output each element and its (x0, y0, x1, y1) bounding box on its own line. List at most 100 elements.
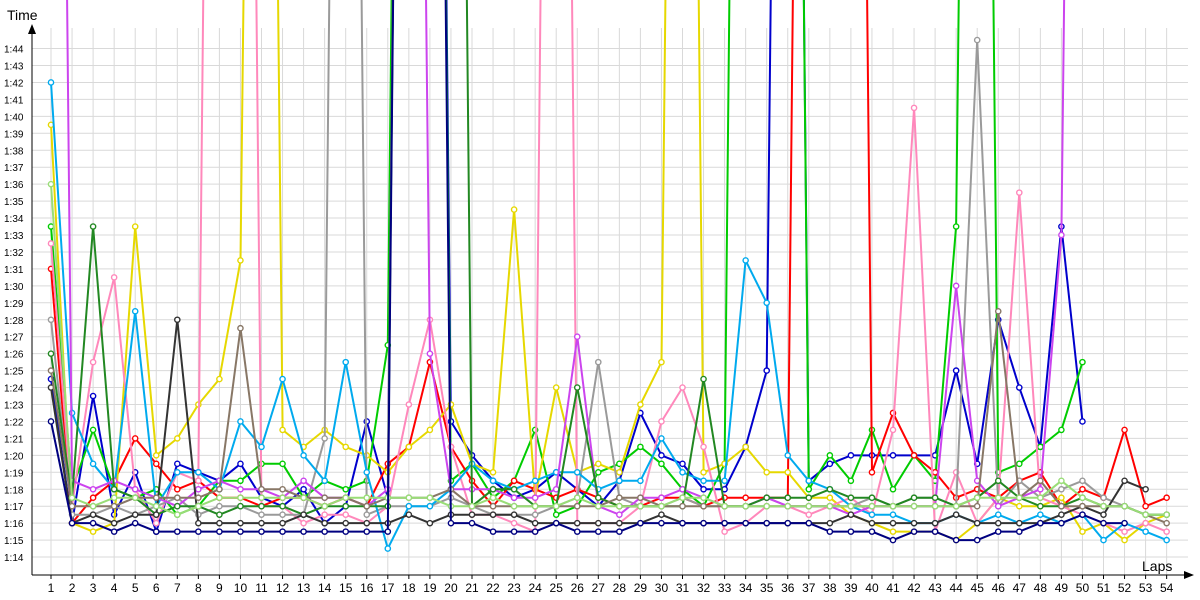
y-tick-label: 1:33 (4, 231, 24, 242)
data-point (258, 511, 265, 518)
data-point (679, 384, 686, 391)
data-point (47, 367, 55, 374)
x-tick-label: 52 (1118, 581, 1132, 595)
data-point (1037, 443, 1044, 451)
data-point (1079, 528, 1086, 535)
x-tick-label: 38 (823, 581, 837, 595)
data-point (531, 528, 539, 535)
data-point (1058, 511, 1065, 518)
data-point (973, 494, 981, 502)
data-point (847, 494, 855, 502)
x-tick-labels: 1 2 3 4 5 6 7 8 9 10 11 12 13 14 15 16 17 18 19 20 21 22 23 24 2… (48, 581, 1174, 595)
x-tick-label: 45 (971, 581, 985, 595)
data-point (195, 528, 202, 535)
data-point (994, 494, 1002, 502)
data-point (110, 502, 118, 510)
data-point (742, 502, 749, 510)
x-tick-label: 24 (528, 581, 542, 595)
data-point (447, 519, 455, 527)
y-tick-label: 1:31 (4, 265, 24, 276)
data-point (847, 528, 855, 535)
x-tick-label: 43 (928, 581, 942, 595)
data-point (763, 494, 771, 502)
data-point (721, 528, 728, 535)
data-point (363, 519, 371, 527)
data-point (216, 375, 223, 383)
data-point (805, 494, 813, 502)
x-tick-label: 19 (423, 581, 437, 595)
data-point (405, 511, 413, 518)
data-point (595, 528, 602, 535)
data-point (510, 206, 518, 213)
data-point (405, 494, 413, 502)
x-tick-label: 32 (697, 581, 711, 595)
x-tick-label: 47 (1013, 581, 1027, 595)
data-point (68, 494, 76, 502)
data-point (258, 443, 265, 451)
x-tick-label: 31 (676, 581, 690, 595)
data-point (952, 536, 960, 544)
data-point (237, 418, 244, 425)
data-point (173, 528, 181, 535)
x-tick-label: 10 (234, 581, 248, 595)
data-point (889, 519, 897, 527)
data-point (763, 367, 771, 374)
data-point (1121, 502, 1128, 510)
data-point (889, 511, 897, 518)
data-point (679, 519, 686, 527)
x-tick-label: 33 (718, 581, 732, 595)
x-tick-label: 22 (486, 581, 500, 595)
data-point (152, 511, 160, 518)
data-point (805, 519, 813, 527)
y-tick-label: 1:36 (4, 180, 24, 191)
data-point (742, 494, 749, 502)
x-tick-label: 51 (1097, 581, 1111, 595)
data-point (342, 358, 350, 366)
y-tick-label: 1:25 (4, 367, 24, 378)
data-point (489, 468, 497, 476)
plot-area (47, 0, 1170, 552)
data-point (1079, 502, 1086, 510)
data-point (489, 477, 497, 485)
data-point (910, 104, 918, 112)
data-point (279, 494, 286, 502)
y-tick-label: 1:42 (4, 78, 24, 89)
data-point (784, 452, 792, 459)
series-line (50, 0, 1167, 516)
x-tick-label: 17 (381, 581, 395, 595)
series-line (50, 0, 1084, 516)
data-point (279, 375, 286, 383)
data-point (531, 519, 539, 527)
x-tick-label: 39 (844, 581, 858, 595)
data-point (279, 528, 286, 535)
data-point (552, 384, 560, 391)
data-point (300, 452, 307, 459)
data-point (826, 460, 834, 468)
y-axis-title: Time (7, 7, 38, 23)
x-tick-label: 37 (802, 581, 816, 595)
data-point (700, 494, 707, 502)
data-point (952, 367, 960, 374)
data-point (763, 299, 771, 307)
data-point (1079, 511, 1086, 518)
series-line (50, 0, 1168, 542)
data-point (173, 511, 181, 518)
data-point (89, 485, 97, 493)
data-point (826, 502, 834, 510)
data-point (805, 502, 813, 510)
data-point (679, 468, 686, 476)
x-tick-label: 21 (465, 581, 479, 595)
data-point (700, 502, 707, 510)
y-tick-label: 1:26 (4, 350, 24, 361)
x-tick-label: 18 (402, 581, 416, 595)
data-point (1037, 477, 1044, 485)
data-point (1037, 485, 1044, 493)
data-point (342, 485, 350, 493)
data-point (1058, 519, 1065, 527)
x-tick-label: 9 (216, 581, 223, 595)
data-point (1016, 502, 1023, 510)
data-point (952, 282, 960, 290)
data-point (700, 443, 707, 451)
data-point (658, 511, 665, 518)
data-point (910, 502, 918, 510)
